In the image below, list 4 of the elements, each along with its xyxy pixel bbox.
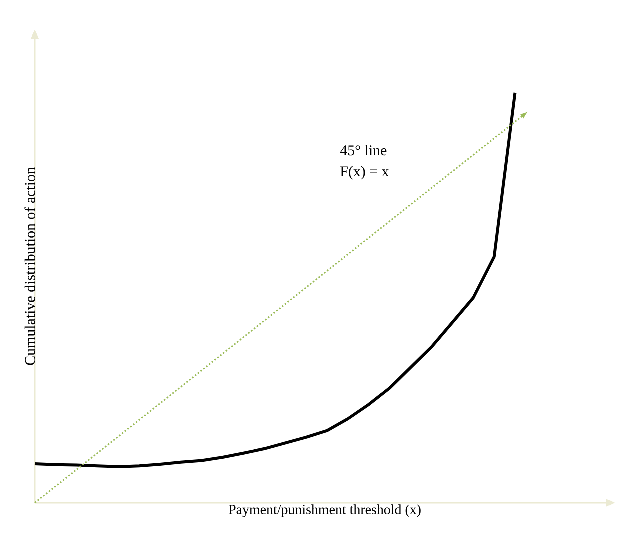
x-axis-title: Payment/punishment threshold (x) xyxy=(228,504,421,518)
annotation: F(x) = x xyxy=(340,166,390,180)
annotation: 45° line xyxy=(340,145,387,156)
y-axis-title: Cumulative distribution of action xyxy=(24,167,36,366)
